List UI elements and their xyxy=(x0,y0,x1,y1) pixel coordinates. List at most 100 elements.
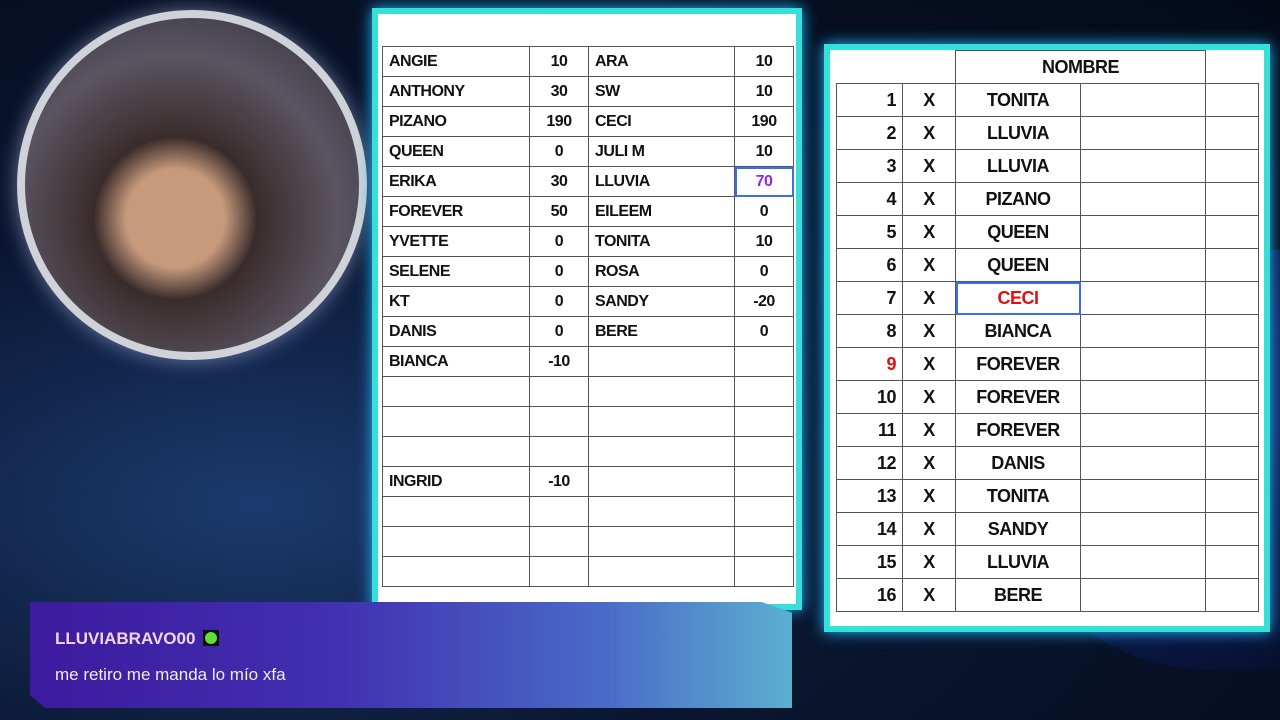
empty-cell[interactable] xyxy=(1080,347,1206,381)
name-cell[interactable] xyxy=(588,376,735,407)
empty-cell[interactable] xyxy=(1205,182,1259,216)
empty-cell[interactable] xyxy=(1080,215,1206,249)
name-cell[interactable]: TONITA xyxy=(955,479,1081,513)
empty-cell[interactable] xyxy=(1205,380,1259,414)
empty-cell[interactable] xyxy=(1205,545,1259,579)
name-cell[interactable]: INGRID xyxy=(382,466,530,497)
number-cell[interactable]: 10 xyxy=(836,380,903,414)
name-cell[interactable]: CECI xyxy=(588,106,735,137)
number-cell[interactable]: 5 xyxy=(836,215,903,249)
score-cell[interactable] xyxy=(734,556,794,587)
score-cell[interactable]: -10 xyxy=(529,466,589,497)
empty-cell[interactable] xyxy=(1080,380,1206,414)
score-cell[interactable] xyxy=(734,436,794,467)
name-cell[interactable]: LLUVIA xyxy=(955,149,1081,183)
number-cell[interactable]: 16 xyxy=(836,578,903,612)
name-cell[interactable]: ROSA xyxy=(588,256,735,287)
name-cell[interactable]: BERE xyxy=(955,578,1081,612)
x-cell[interactable]: X xyxy=(902,479,956,513)
x-cell[interactable]: X xyxy=(902,512,956,546)
x-cell[interactable]: X xyxy=(902,83,956,117)
name-cell[interactable]: LLUVIA xyxy=(955,116,1081,150)
number-cell[interactable]: 7 xyxy=(836,281,903,315)
score-cell[interactable]: 50 xyxy=(529,196,589,227)
name-cell[interactable]: FOREVER xyxy=(955,380,1081,414)
score-cell[interactable] xyxy=(734,376,794,407)
name-cell[interactable]: QUEEN xyxy=(955,215,1081,249)
score-cell[interactable] xyxy=(734,466,794,497)
score-cell[interactable] xyxy=(529,406,589,437)
name-cell[interactable]: CECI xyxy=(955,281,1081,315)
x-cell[interactable]: X xyxy=(902,215,956,249)
empty-cell[interactable] xyxy=(1205,446,1259,480)
name-cell[interactable] xyxy=(382,526,530,557)
empty-cell[interactable] xyxy=(1080,149,1206,183)
empty-cell[interactable] xyxy=(1080,512,1206,546)
name-cell[interactable]: SANDY xyxy=(588,286,735,317)
name-cell[interactable] xyxy=(588,436,735,467)
empty-cell[interactable] xyxy=(1205,347,1259,381)
score-cell[interactable]: 0 xyxy=(734,196,794,227)
empty-cell[interactable] xyxy=(1080,116,1206,150)
score-cell[interactable] xyxy=(529,556,589,587)
name-cell[interactable]: SW xyxy=(588,76,735,107)
empty-cell[interactable] xyxy=(1080,545,1206,579)
x-cell[interactable]: X xyxy=(902,347,956,381)
score-cell[interactable]: 10 xyxy=(529,46,589,77)
score-cell[interactable]: 190 xyxy=(734,106,794,137)
score-cell[interactable]: 0 xyxy=(529,316,589,347)
empty-cell[interactable] xyxy=(1080,83,1206,117)
score-cell[interactable]: 0 xyxy=(734,316,794,347)
number-cell[interactable]: 3 xyxy=(836,149,903,183)
empty-cell[interactable] xyxy=(1080,479,1206,513)
name-cell[interactable]: KT xyxy=(382,286,530,317)
name-cell[interactable] xyxy=(588,346,735,377)
score-cell[interactable] xyxy=(529,376,589,407)
number-cell[interactable]: 12 xyxy=(836,446,903,480)
x-cell[interactable]: X xyxy=(902,182,956,216)
score-cell[interactable]: -20 xyxy=(734,286,794,317)
score-cell[interactable]: -10 xyxy=(529,346,589,377)
name-cell[interactable]: TONITA xyxy=(588,226,735,257)
name-cell[interactable]: JULI M xyxy=(588,136,735,167)
score-cell[interactable] xyxy=(734,526,794,557)
score-cell[interactable]: 70 xyxy=(734,166,794,197)
empty-cell[interactable] xyxy=(1080,446,1206,480)
name-cell[interactable]: YVETTE xyxy=(382,226,530,257)
empty-cell[interactable] xyxy=(1080,281,1206,315)
x-cell[interactable]: X xyxy=(902,281,956,315)
name-cell[interactable]: FOREVER xyxy=(382,196,530,227)
score-cell[interactable] xyxy=(529,436,589,467)
score-cell[interactable]: 190 xyxy=(529,106,589,137)
number-cell[interactable]: 15 xyxy=(836,545,903,579)
name-cell[interactable]: ANTHONY xyxy=(382,76,530,107)
number-cell[interactable]: 1 xyxy=(836,83,903,117)
name-cell[interactable]: SANDY xyxy=(955,512,1081,546)
name-cell[interactable]: FOREVER xyxy=(955,347,1081,381)
score-cell[interactable]: 10 xyxy=(734,76,794,107)
number-cell[interactable]: 11 xyxy=(836,413,903,447)
number-cell[interactable]: 6 xyxy=(836,248,903,282)
score-cell[interactable]: 0 xyxy=(529,136,589,167)
empty-cell[interactable] xyxy=(1205,578,1259,612)
name-cell[interactable]: QUEEN xyxy=(382,136,530,167)
number-cell[interactable]: 9 xyxy=(836,347,903,381)
empty-cell[interactable] xyxy=(1080,578,1206,612)
empty-cell[interactable] xyxy=(1205,314,1259,348)
x-cell[interactable]: X xyxy=(902,380,956,414)
score-cell[interactable]: 30 xyxy=(529,166,589,197)
empty-cell[interactable] xyxy=(1205,248,1259,282)
name-cell[interactable]: QUEEN xyxy=(955,248,1081,282)
name-cell[interactable] xyxy=(588,466,735,497)
score-cell[interactable] xyxy=(734,406,794,437)
empty-cell[interactable] xyxy=(1205,83,1259,117)
name-cell[interactable] xyxy=(588,556,735,587)
empty-cell[interactable] xyxy=(1080,182,1206,216)
name-cell[interactable] xyxy=(382,406,530,437)
name-cell[interactable] xyxy=(588,406,735,437)
name-cell[interactable]: DANIS xyxy=(955,446,1081,480)
number-cell[interactable]: 2 xyxy=(836,116,903,150)
name-cell[interactable] xyxy=(382,556,530,587)
number-cell[interactable]: 13 xyxy=(836,479,903,513)
name-cell[interactable]: TONITA xyxy=(955,83,1081,117)
